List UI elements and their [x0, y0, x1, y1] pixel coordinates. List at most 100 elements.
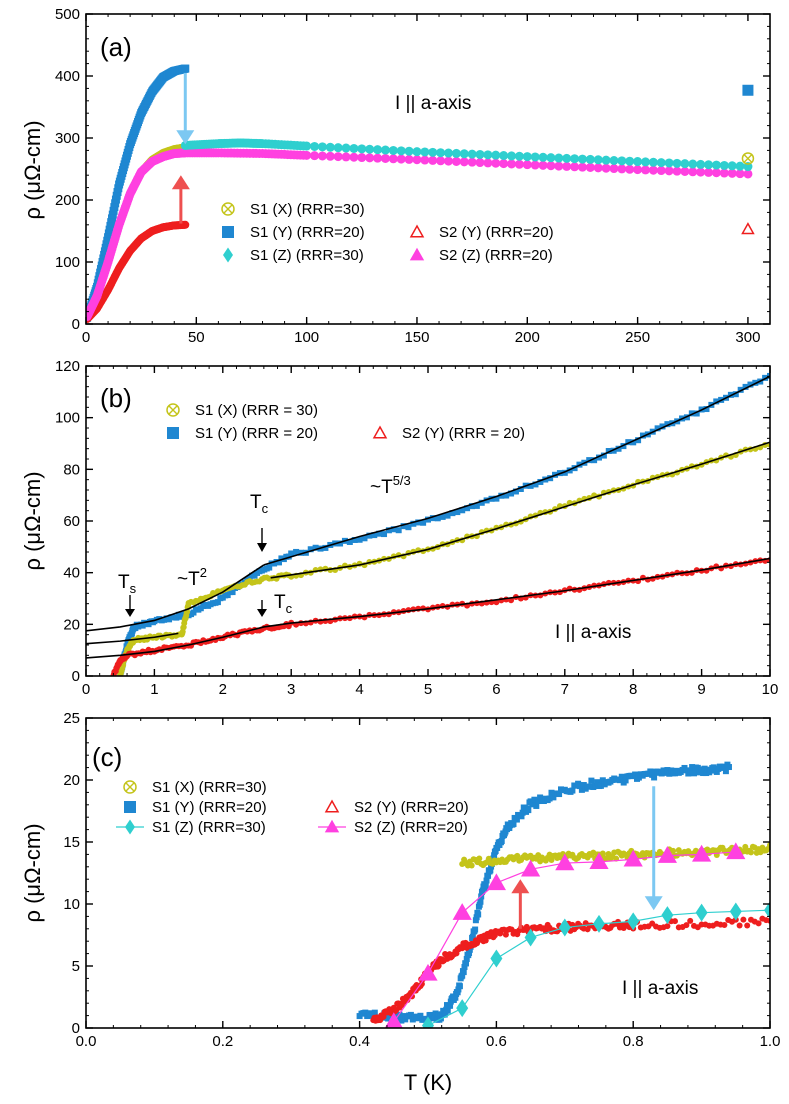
legend-item-S2Y: S2 (Y) (RRR = 20) — [374, 425, 525, 442]
panel-c-label: (c) — [92, 742, 122, 772]
data-point — [562, 154, 571, 163]
data-point — [405, 155, 414, 164]
legend-marker — [374, 427, 386, 438]
panel-a-annotation: I || a-axis — [395, 93, 471, 114]
y-tick-label: 0 — [72, 1020, 80, 1037]
data-point — [578, 163, 587, 172]
data-point — [491, 151, 500, 160]
data-point — [469, 863, 475, 869]
tc1-label: Tc — [250, 492, 269, 516]
legend-marker — [167, 427, 179, 439]
legend-item-S1Z: S1 (Z) (RRR=30) — [223, 247, 364, 264]
y-tick-label: 120 — [55, 358, 80, 375]
t2-label: ~T2 — [177, 565, 207, 590]
panel-b-label: (b) — [100, 383, 132, 413]
data-point — [696, 168, 705, 177]
panel-c-legend: S1 (X) (RRR=30)S1 (Y) (RRR=20)S1 (Z) (RR… — [116, 779, 469, 836]
legend-label: S1 (X) (RRR = 30) — [195, 402, 318, 419]
x-tick-label: 1.0 — [760, 1033, 781, 1050]
legend-label: S1 (Z) (RRR=30) — [250, 247, 364, 264]
legend-item-S1Z: S1 (Z) (RRR=30) — [116, 819, 266, 836]
data-point — [499, 151, 508, 160]
data-point — [428, 148, 437, 157]
data-point — [691, 770, 697, 776]
data-point — [704, 168, 713, 177]
data-point — [302, 151, 311, 160]
data-point — [420, 147, 429, 156]
panel-a-ticks: 0 50 100 150 200 250 3000100200300400500 — [55, 6, 770, 346]
y-tick-label: 10 — [63, 896, 80, 913]
legend-label: S2 (Z) (RRR=20) — [439, 247, 553, 264]
x-tick-label: 250 — [625, 329, 650, 346]
panel-c-annotation: I || a-axis — [622, 978, 698, 999]
legend-marker — [167, 404, 179, 416]
series-S1X — [459, 842, 773, 868]
data-point — [756, 920, 762, 926]
data-point — [539, 153, 548, 162]
legend-marker — [223, 248, 233, 263]
data-point — [546, 161, 555, 170]
x-tick-label: 1 — [150, 681, 158, 698]
legend-label: S1 (Y) (RRR=20) — [250, 224, 365, 241]
data-point — [617, 156, 626, 165]
data-point — [633, 157, 642, 166]
arrow-arrow_blue — [176, 73, 194, 144]
data-point — [641, 165, 650, 174]
data-point — [728, 161, 737, 170]
panel-c-ylabel: ρ (μΩ-cm) — [20, 823, 45, 922]
data-point — [721, 922, 727, 928]
legend-label: S1 (Y) (RRR = 20) — [195, 425, 318, 442]
data-point — [696, 904, 708, 922]
panel-b-annotation: I || a-axis — [555, 622, 631, 643]
data-point — [342, 152, 351, 161]
arrow-arrow_red — [511, 879, 529, 929]
data-point — [318, 151, 327, 160]
legend-item-S2Y: S2 (Y) (RRR=20) — [411, 224, 554, 241]
data-point — [594, 155, 603, 164]
panel-c: 0.0 0.2 0.4 0.6 0.8 1.00510152025 (c) I || a-… — [20, 710, 780, 1050]
data-point — [740, 917, 746, 923]
y-tick-label: 0 — [72, 668, 80, 685]
data-point — [349, 144, 358, 153]
data-point — [373, 154, 382, 163]
legend-item-S1X: S1 (X) (RRR=30) — [222, 201, 365, 218]
data-point — [680, 167, 689, 176]
data-point — [453, 903, 472, 920]
legend-item-S1X: S1 (X) (RRR = 30) — [167, 402, 318, 419]
data-point — [570, 154, 579, 163]
data-point — [531, 161, 540, 170]
data-point — [649, 158, 658, 167]
fit-curve — [86, 565, 264, 631]
data-point — [444, 149, 453, 158]
legend-marker — [410, 248, 424, 261]
data-point — [457, 983, 463, 989]
x-tick-label: 5 — [424, 681, 432, 698]
panel-b-legend: S1 (X) (RRR = 30) S1 (Y) (RRR = 20) S2 (Y)… — [167, 402, 525, 442]
data-point — [586, 163, 595, 172]
data-point — [452, 149, 461, 158]
panel-b-ylabel: ρ (μΩ-cm) — [20, 471, 45, 570]
x-tick-label: 100 — [294, 329, 319, 346]
fit-curve — [271, 442, 770, 578]
panel-a-ylabel: ρ (μΩ-cm) — [20, 120, 45, 219]
data-point — [633, 165, 642, 174]
panel-a-legend: S1 (X) (RRR=30) S1 (Y) (RRR=20) S1 (Z) (RR… — [222, 201, 554, 264]
data-point — [515, 152, 524, 161]
y-tick-label: 500 — [55, 6, 80, 23]
series-S2Y — [110, 557, 773, 679]
legend-label: S2 (Y) (RRR=20) — [354, 799, 469, 816]
data-point — [680, 159, 689, 168]
legend-label: S1 (Y) (RRR=20) — [152, 799, 267, 816]
data-point — [712, 161, 721, 170]
data-point — [444, 157, 453, 166]
tc2-arrowhead — [257, 609, 267, 617]
arrow-arrow_blue — [645, 786, 663, 910]
data-point — [688, 167, 697, 176]
data-point — [617, 164, 626, 173]
data-point — [687, 918, 693, 924]
panel-c-ticks: 0.0 0.2 0.4 0.6 0.8 1.0 0 5 10 15 20 25 — [63, 710, 780, 1050]
arrow-arrow_red — [172, 175, 190, 223]
y-tick-label: 25 — [63, 710, 80, 727]
y-tick-label: 20 — [63, 616, 80, 633]
legend-label: S1 (X) (RRR=30) — [250, 201, 365, 218]
